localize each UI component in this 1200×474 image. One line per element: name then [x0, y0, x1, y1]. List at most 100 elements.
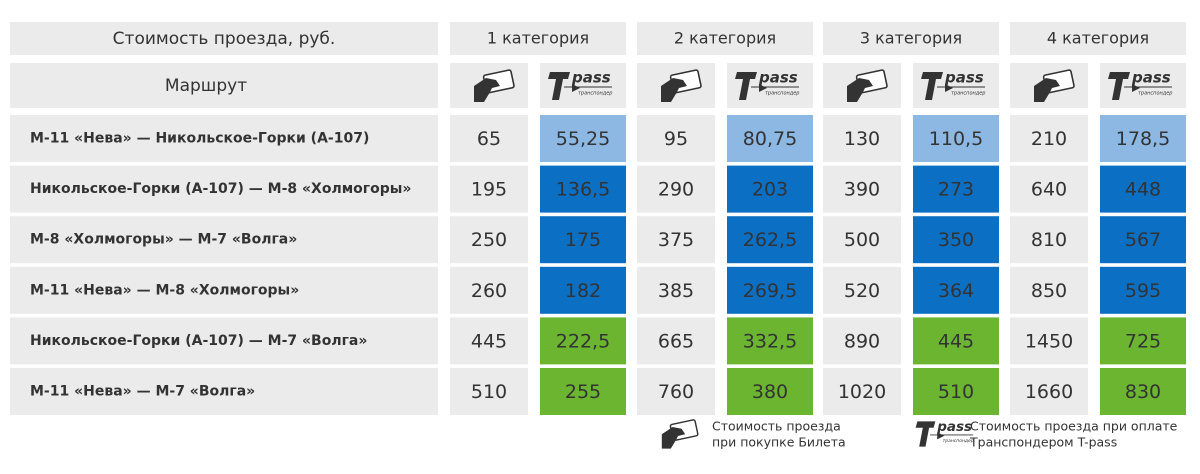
- cash-cell: [1010, 165, 1088, 213]
- tpass-cell: [727, 115, 813, 162]
- hand-shape: [474, 78, 500, 102]
- tpass-price: 269,5: [743, 280, 797, 302]
- tpass-cell: [1100, 368, 1186, 415]
- category-label: 2 категория: [674, 29, 776, 48]
- tpass-cell: [727, 368, 813, 415]
- tpass-cell: [727, 266, 813, 314]
- cash-cell: [637, 317, 715, 365]
- cash-price: 385: [658, 280, 694, 302]
- tpass-price: 182: [565, 280, 601, 302]
- tpass-cell: [913, 368, 999, 415]
- cash-cell: [1010, 115, 1088, 162]
- cash-cell: [637, 266, 715, 314]
- tpass-word: pass: [936, 419, 972, 435]
- tpass-icon: pass транспондер: [921, 69, 985, 100]
- route-cell: [10, 216, 438, 264]
- tpass-cell: [913, 165, 999, 213]
- tpass-arrow: [572, 84, 580, 92]
- legend-text: Стоимость проезда: [712, 419, 841, 434]
- card-icon: [847, 69, 888, 102]
- cash-price: 65: [477, 128, 501, 150]
- icon-cell: [1100, 63, 1186, 108]
- card-icon: [474, 69, 515, 102]
- tpass-cell: [727, 317, 813, 365]
- tpass-word: pass: [758, 69, 798, 87]
- card-icon: [1034, 69, 1075, 102]
- tpass-icon: pass транспондер: [735, 69, 799, 100]
- tpass-cell: [540, 266, 626, 314]
- tpass-icon: pass транспондер: [1108, 69, 1172, 100]
- cash-price: 195: [471, 179, 507, 201]
- cash-price: 890: [844, 330, 880, 352]
- tpass-t: [735, 72, 757, 100]
- cash-price: 520: [844, 280, 880, 302]
- category-label: 4 категория: [1047, 29, 1149, 48]
- route-header-cell: [10, 63, 438, 108]
- cash-cell: [450, 216, 528, 264]
- tpass-arrow: [945, 84, 953, 92]
- cash-price: 130: [844, 128, 880, 150]
- hand-shape: [847, 78, 873, 102]
- icon-cell: [913, 63, 999, 108]
- cash-cell: [637, 368, 715, 415]
- cash-price: 1020: [838, 381, 886, 403]
- cash-cell: [1010, 317, 1088, 365]
- tpass-cell: [540, 317, 626, 365]
- tpass-t: [1108, 72, 1130, 100]
- tpass-cell: [1100, 115, 1186, 162]
- tpass-price: 380: [752, 381, 788, 403]
- tpass-price: 178,5: [1116, 128, 1170, 150]
- cash-cell: [450, 165, 528, 213]
- cash-cell: [823, 368, 901, 415]
- tpass-t: [548, 72, 570, 100]
- tpass-cell: [1100, 266, 1186, 314]
- cash-price: 290: [658, 179, 694, 201]
- cash-price: 760: [658, 381, 694, 403]
- cash-cell: [1010, 266, 1088, 314]
- cash-price: 850: [1031, 280, 1067, 302]
- legend-text: Транспондером T-pass: [969, 435, 1117, 450]
- cash-price: 390: [844, 179, 880, 201]
- category-label: 3 категория: [860, 29, 962, 48]
- tpass-price: 175: [565, 229, 601, 251]
- route-cell: [10, 115, 438, 162]
- tpass-sub: транспондер: [765, 91, 799, 97]
- tpass-price: 445: [938, 330, 974, 352]
- tpass-cell: [913, 317, 999, 365]
- legend-text: Стоимость проезда при оплате: [970, 419, 1178, 434]
- tpass-price: 830: [1125, 381, 1161, 403]
- tpass-price: 262,5: [743, 229, 797, 251]
- cash-price: 375: [658, 229, 694, 251]
- tpass-price: 725: [1125, 330, 1161, 352]
- route-cell: [10, 317, 438, 365]
- route-name: М-11 «Нева» — Никольское-Горки (А-107): [30, 131, 369, 147]
- hand-shape: [661, 427, 686, 449]
- cash-cell: [637, 115, 715, 162]
- tpass-sub: транспондер: [578, 91, 612, 97]
- legend-text: при покупке Билета: [712, 435, 846, 450]
- cash-cell: [637, 165, 715, 213]
- tpass-price: 350: [938, 229, 974, 251]
- tpass-cell: [727, 216, 813, 264]
- tpass-price: 595: [1125, 280, 1161, 302]
- tpass-cell: [727, 165, 813, 213]
- header-title: Стоимость проезда, руб.: [113, 29, 336, 49]
- card-icon: [661, 419, 699, 449]
- tpass-price: 203: [752, 179, 788, 201]
- tpass-price: 55,25: [556, 128, 610, 150]
- cash-cell: [823, 216, 901, 264]
- cash-cell: [823, 115, 901, 162]
- route-header: Маршрут: [165, 76, 247, 96]
- tpass-cell: [540, 165, 626, 213]
- route-cell: [10, 266, 438, 314]
- cash-price: 95: [664, 128, 688, 150]
- tpass-sub: транспондер: [1138, 91, 1172, 97]
- route-cell: [10, 165, 438, 213]
- cash-cell: [823, 266, 901, 314]
- route-name: М-11 «Нева» — М-7 «Волга»: [30, 384, 255, 400]
- cash-price: 260: [471, 280, 507, 302]
- cash-cell: [450, 368, 528, 415]
- icon-cell: [727, 63, 813, 108]
- tpass-price: 448: [1125, 179, 1161, 201]
